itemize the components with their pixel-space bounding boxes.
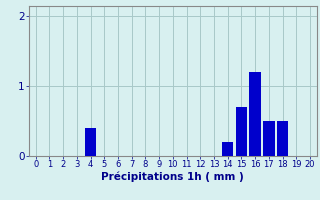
Bar: [249, 72, 261, 156]
Bar: [263, 121, 275, 156]
Bar: [277, 121, 288, 156]
Bar: [236, 107, 247, 156]
X-axis label: Précipitations 1h ( mm ): Précipitations 1h ( mm ): [101, 172, 244, 182]
Bar: [222, 142, 234, 156]
Bar: [85, 128, 96, 156]
